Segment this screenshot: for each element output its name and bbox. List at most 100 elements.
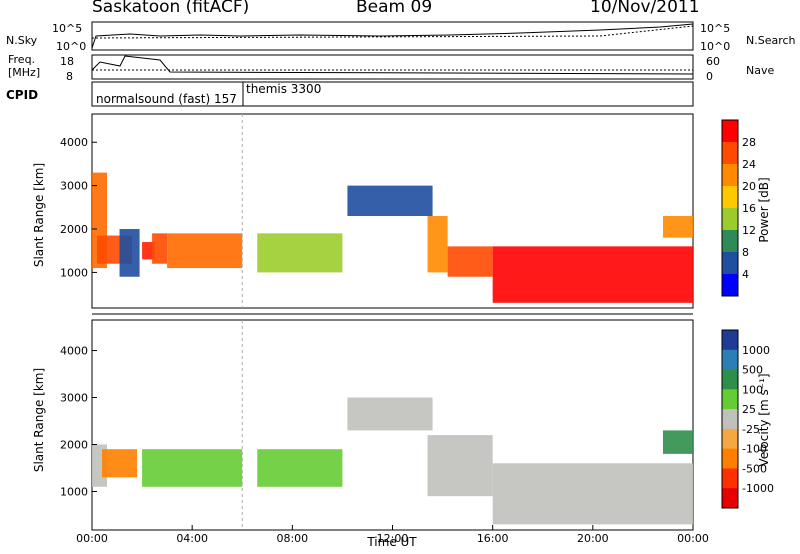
power-colorbar-label: Power [dB] — [757, 177, 771, 242]
nsky-panel-frame — [91, 21, 694, 51]
date-label: 10/Nov/2011 — [590, 0, 700, 17]
nave-label: Nave — [746, 64, 775, 77]
power-colorbar-tick: 24 — [742, 158, 756, 171]
nsearch-tick-low: 10^0 — [700, 40, 731, 53]
y-axis-label-power: Slant Range [km] — [32, 163, 46, 267]
power-colorbar-frame — [721, 119, 739, 297]
velocity-colorbar-segment — [722, 369, 738, 390]
power-cell-3 — [142, 242, 155, 260]
velocity-cell-2 — [142, 449, 243, 487]
velocity-cell-5 — [427, 435, 493, 497]
velocity-colorbar-segment — [722, 330, 738, 351]
freq-unit-label: [MHz] — [8, 66, 41, 79]
power-cell-2 — [119, 229, 140, 277]
y-tick-label: 3000 — [60, 180, 88, 193]
velocity-colorbar-tick: -500 — [742, 462, 767, 475]
power-colorbar-segment — [722, 120, 738, 143]
power-cell-5 — [167, 233, 243, 269]
velocity-colorbar-label: Velocity [m s⁻¹] — [757, 373, 771, 466]
y-tick-label: 1000 — [60, 485, 88, 498]
cpid-mode-1: normalsound (fast) 157 — [96, 92, 237, 106]
power-colorbar-segment — [722, 208, 738, 231]
power-cell-7 — [347, 185, 433, 216]
velocity-colorbar-tick: 500 — [742, 364, 763, 377]
freq-tick-high: 18 — [60, 55, 74, 68]
velocity-colorbar-tick: 100 — [742, 383, 763, 396]
power-panel — [91, 113, 694, 309]
velocity-colorbar-tick: 25 — [742, 403, 756, 416]
power-colorbar-segment — [722, 164, 738, 187]
power-colorbar-segment — [722, 230, 738, 253]
cpid-mode-2: themis 3300 — [246, 82, 322, 96]
y-tick-label: 4000 — [60, 136, 88, 149]
power-colorbar-tick: 8 — [742, 246, 749, 259]
y-tick-label: 1000 — [60, 266, 88, 279]
y-axis-ticks: 4000 3000 2000 1000 4000 3000 2000 1000 — [60, 136, 97, 498]
nsearch-tick-high: 10^5 — [700, 22, 731, 35]
x-tick-label: 12:00 — [377, 532, 409, 545]
power-colorbar-tick: 16 — [742, 202, 756, 215]
x-tick-label: 20:00 — [577, 532, 609, 545]
nsky-label: N.Sky — [6, 34, 38, 47]
y-axis-label-velocity: Slant Range [km] — [32, 368, 46, 472]
freq-tick-low: 8 — [66, 70, 73, 83]
x-tick-label: 04:00 — [176, 532, 208, 545]
power-colorbar-tick: 12 — [742, 224, 756, 237]
nsky-tick-low: 10^0 — [56, 40, 87, 53]
velocity-colorbar: 1000 500 100 25 -25 -100 -500 -1000 — [721, 329, 774, 509]
power-colorbar-tick: 20 — [742, 180, 756, 193]
velocity-cell-7 — [662, 430, 693, 454]
velocity-colorbar-tick: -100 — [742, 443, 767, 456]
y-tick-label: 2000 — [60, 438, 88, 451]
velocity-colorbar-segment — [722, 409, 738, 430]
x-tick-label: 16:00 — [477, 532, 509, 545]
freq-label: Freq. — [8, 53, 36, 66]
power-cell-11 — [662, 215, 693, 238]
cpid-label: CPID — [6, 88, 39, 102]
velocity-colorbar-segment — [722, 428, 738, 450]
power-cell-9 — [447, 246, 493, 277]
velocity-cell-4 — [347, 397, 433, 431]
x-tick-label: 00:00 — [677, 532, 709, 545]
velocity-colorbar-tick: 1000 — [742, 344, 770, 357]
velocity-cell-1 — [102, 449, 138, 478]
power-cell-6 — [257, 233, 343, 273]
power-cell-4 — [152, 233, 168, 264]
nsearch-label: N.Search — [746, 34, 796, 47]
power-colorbar-segment — [722, 142, 738, 165]
velocity-cell-3 — [257, 449, 343, 487]
velocity-colorbar-segment — [722, 349, 738, 371]
velocity-colorbar-tick: -25 — [742, 423, 760, 436]
nsky-trace — [91, 23, 694, 49]
nsearch-trace — [91, 25, 694, 39]
velocity-cell-6 — [492, 463, 693, 525]
power-colorbar: 28 24 20 16 12 8 4 — [721, 119, 756, 297]
velocity-colorbar-tick: -1000 — [742, 482, 774, 495]
beam-label: Beam 09 — [356, 0, 433, 17]
nsky-tick-high: 10^5 — [52, 22, 83, 35]
power-colorbar-segment — [722, 274, 738, 297]
power-colorbar-segment — [722, 252, 738, 275]
freq-trace — [91, 55, 694, 75]
y-tick-label: 3000 — [60, 392, 88, 405]
nave-tick-low: 0 — [706, 70, 713, 83]
velocity-colorbar-segment — [722, 488, 738, 509]
y-tick-label: 4000 — [60, 345, 88, 358]
x-axis-ticks: 00:00 04:00 08:00 12:00 16:00 20:00 00:00 — [76, 525, 709, 545]
freq-panel-frame — [91, 54, 694, 80]
nave-tick-high: 60 — [706, 55, 720, 68]
x-tick-label: 00:00 — [76, 532, 108, 545]
plot-title: Saskatoon (fitACF) — [92, 0, 250, 17]
power-colorbar-tick: 4 — [742, 268, 749, 281]
cpid-panel-frame — [91, 81, 694, 107]
x-tick-label: 08:00 — [276, 532, 308, 545]
x-axis-label: Time UT — [366, 535, 417, 549]
velocity-colorbar-segment — [722, 389, 738, 410]
y-tick-label: 2000 — [60, 223, 88, 236]
power-colorbar-tick: 28 — [742, 136, 756, 149]
velocity-colorbar-segment — [722, 448, 738, 469]
velocity-colorbar-segment — [722, 468, 738, 489]
velocity-panel — [91, 319, 694, 531]
power-colorbar-segment — [722, 186, 738, 209]
